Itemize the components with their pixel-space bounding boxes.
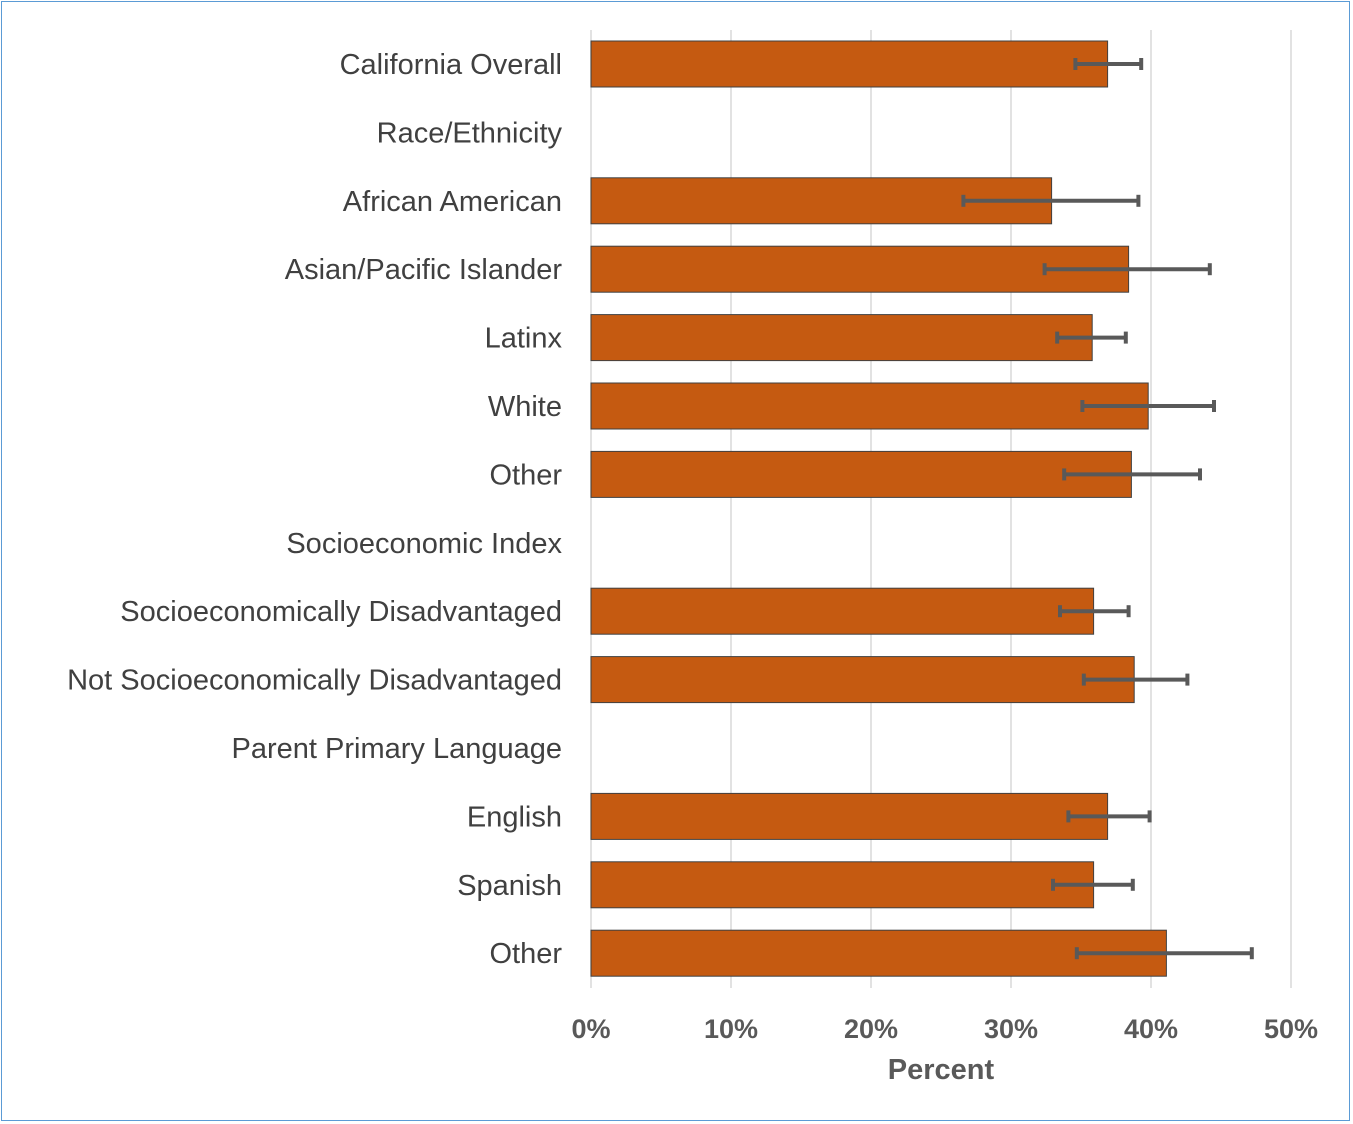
- category-label: Latinx: [485, 323, 563, 355]
- bar: [590, 40, 1109, 88]
- category-label: California Overall: [340, 49, 562, 81]
- category-label: Spanish: [457, 870, 562, 902]
- category-label: Other: [489, 938, 562, 970]
- category-label: Socioeconomically Disadvantaged: [120, 596, 562, 628]
- x-axis-ticks: 0% 10% 20% 30% 40% 50%: [571, 1014, 1318, 1044]
- bar: [590, 314, 1093, 362]
- bar: [590, 382, 1149, 430]
- category-label: Socioeconomic Index: [286, 528, 562, 560]
- category-label: Asian/Pacific Islander: [285, 254, 563, 286]
- category-labels: California Overall Race/Ethnicity African …: [67, 49, 562, 970]
- category-label: English: [467, 801, 562, 833]
- bar: [590, 792, 1109, 840]
- category-label: Not Socioeconomically Disadvantaged: [67, 665, 562, 697]
- error-bars: [961, 58, 1254, 960]
- category-label: Race/Ethnicity: [377, 117, 563, 149]
- bar: [590, 656, 1135, 704]
- category-label: Other: [489, 459, 562, 491]
- gridlines: [590, 30, 1292, 988]
- bar: [590, 861, 1095, 909]
- bar: [590, 450, 1132, 498]
- x-tick-label: 0%: [571, 1014, 610, 1044]
- bar: [590, 929, 1167, 977]
- bar: [590, 587, 1095, 635]
- category-label: African American: [343, 186, 562, 218]
- bars: [590, 40, 1167, 977]
- x-tick-label: 50%: [1264, 1014, 1318, 1044]
- x-axis-title: Percent: [888, 1054, 995, 1086]
- category-label: Parent Primary Language: [232, 733, 562, 765]
- x-tick-label: 30%: [984, 1014, 1038, 1044]
- x-tick-label: 20%: [844, 1014, 898, 1044]
- category-label: White: [488, 391, 562, 423]
- x-tick-label: 10%: [704, 1014, 758, 1044]
- x-tick-label: 40%: [1124, 1014, 1178, 1044]
